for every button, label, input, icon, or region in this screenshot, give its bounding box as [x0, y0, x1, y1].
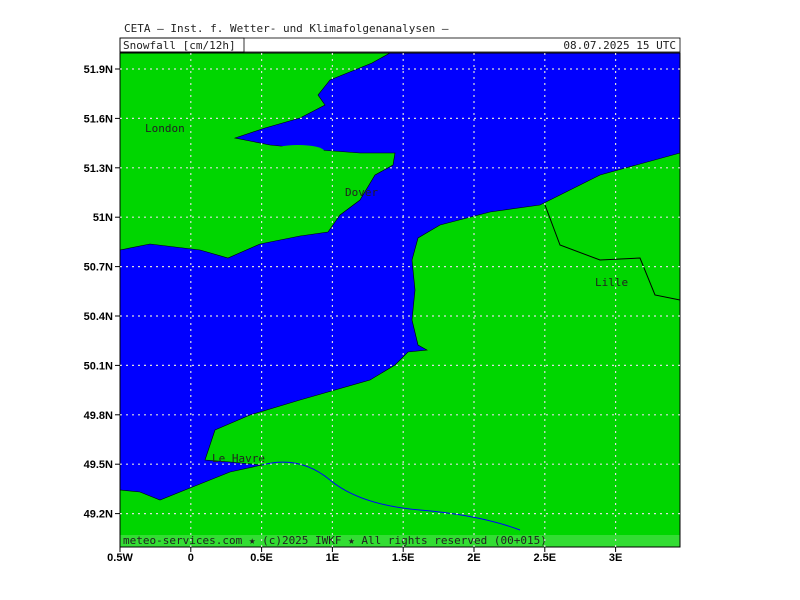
header-title: CETA — Inst. f. Wetter- und Klimafolgena…: [124, 22, 449, 35]
lat-label: 51.6N: [84, 113, 113, 125]
lat-label: 50.7N: [84, 262, 113, 274]
lat-label: 51.3N: [84, 163, 113, 175]
place-label: London: [145, 122, 185, 135]
footer-bar: [120, 535, 680, 547]
lat-label: 51.9N: [84, 64, 113, 76]
axes: 51.9N 51.6N 51.3N 51N 50.7N 50.4N 50.1N 49.8N 49…: [84, 53, 680, 564]
variable-label: Snowfall [cm/12h]: [123, 39, 236, 52]
lon-label: 0: [188, 552, 194, 564]
variable-box: [119, 37, 245, 53]
frame: [119, 52, 681, 548]
lat-label: 50.4N: [84, 311, 113, 323]
lat-label: 50.1N: [84, 360, 113, 372]
england: [119, 52, 396, 259]
lon-label: 0.5E: [250, 552, 273, 564]
lat-label: 49.5N: [84, 459, 113, 471]
place-label: Lille: [595, 276, 628, 289]
lat-label: 49.2N: [84, 509, 113, 521]
place-label: Le Havre: [212, 452, 265, 465]
map-area: London Dover Lille Le Havre meteo-servic…: [119, 52, 681, 548]
lon-label: 1.5E: [392, 552, 415, 564]
lon-label: 2E: [467, 552, 480, 564]
place-label: Dover: [345, 186, 378, 199]
footer: meteo-services.com ★ (c)2025 IWKF ★ All …: [123, 534, 547, 547]
lon-label: 1E: [326, 552, 339, 564]
valid-time: 08.07.2025 15 UTC: [563, 39, 676, 52]
lat-label: 51N: [93, 212, 113, 224]
island: [272, 145, 324, 157]
border: [544, 204, 681, 301]
lon-label: 2.5E: [533, 552, 556, 564]
france: [119, 152, 681, 548]
lat-label: 49.8N: [84, 410, 113, 422]
lon-label: 0.5W: [107, 552, 133, 564]
lon-label: 3E: [609, 552, 622, 564]
